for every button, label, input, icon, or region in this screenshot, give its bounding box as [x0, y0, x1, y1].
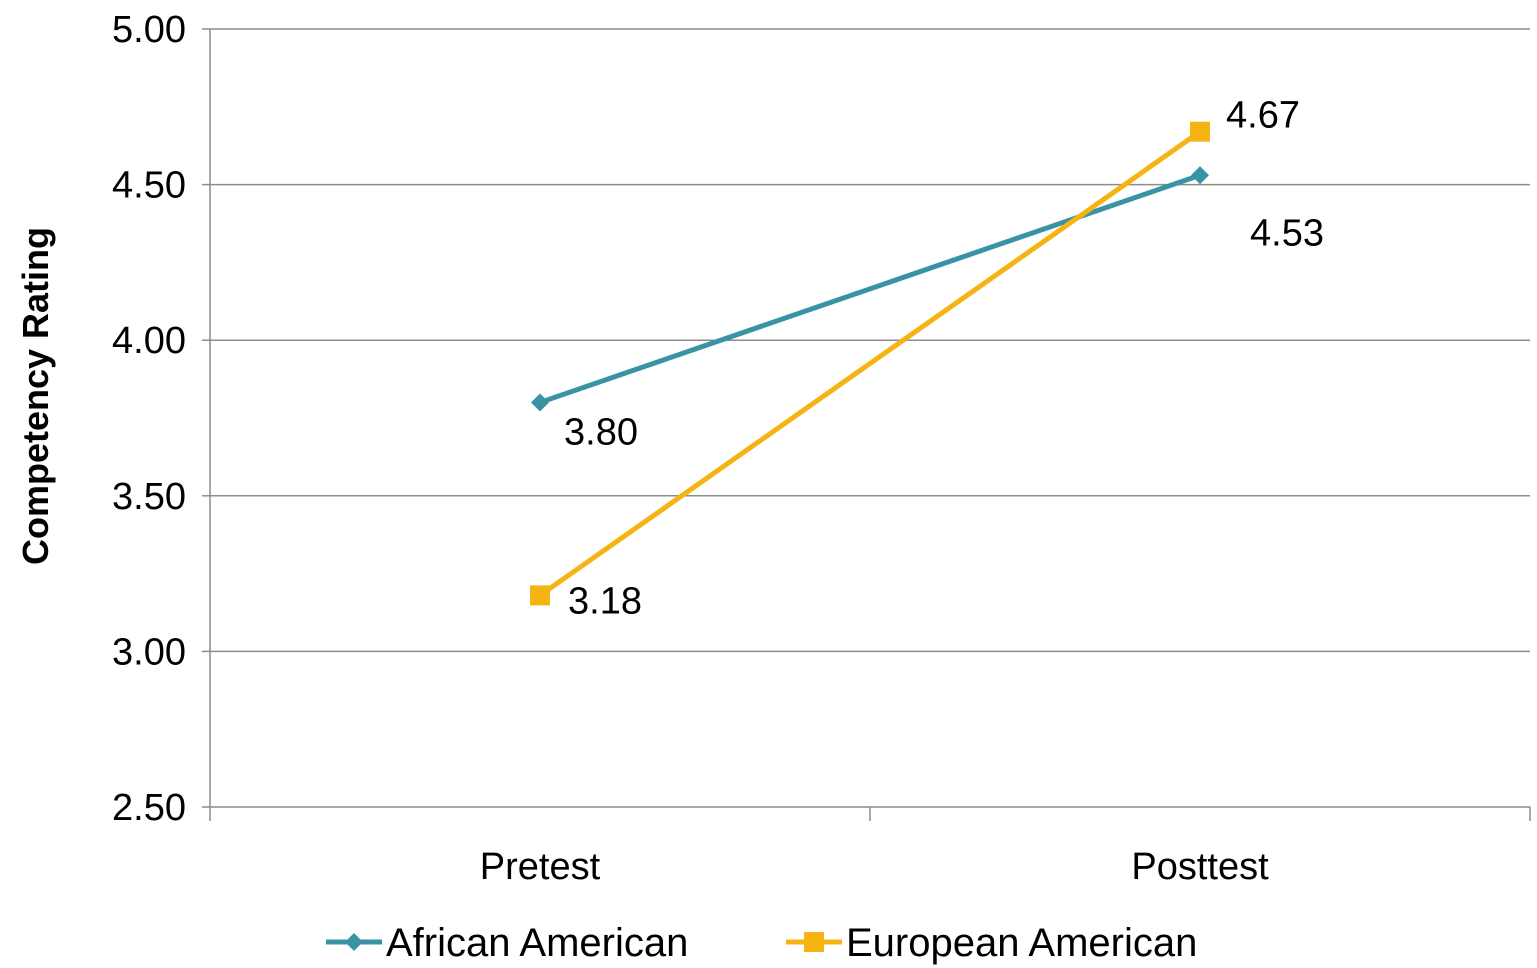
data-label: 4.53 — [1250, 212, 1324, 254]
series-line-0 — [539, 172, 1201, 405]
y-tick-label: 5.00 — [112, 9, 186, 51]
axes — [202, 28, 1531, 821]
x-tick-label: Posttest — [1131, 846, 1269, 888]
series-line-1 — [538, 129, 1202, 598]
y-tick-label: 3.00 — [112, 631, 186, 673]
y-tick-label: 2.50 — [112, 787, 186, 829]
legend-swatch-marker — [345, 933, 363, 951]
y-tick-label: 4.50 — [112, 165, 186, 207]
data-point-marker — [1191, 166, 1209, 185]
legend-label: African American — [386, 921, 688, 965]
data-point-marker — [1190, 121, 1210, 142]
y-axis-title: Competency Rating — [15, 227, 56, 565]
data-labels: 3.80 4.53 3.18 4.67 — [564, 95, 1324, 623]
y-tick-label: 3.50 — [112, 476, 186, 518]
data-point-marker — [531, 393, 549, 412]
x-tick-labels: Pretest Posttest — [480, 846, 1269, 888]
data-label: 4.67 — [1226, 95, 1300, 137]
legend: African American European American — [326, 921, 1197, 965]
series-lines — [530, 121, 1210, 606]
gridlines — [210, 28, 1530, 653]
y-tick-labels: 2.50 3.00 3.50 4.00 4.50 5.00 — [112, 9, 186, 829]
y-tick-label: 4.00 — [112, 320, 186, 362]
data-point-marker — [530, 585, 550, 606]
legend-label: European American — [846, 921, 1197, 965]
data-label: 3.18 — [568, 580, 642, 622]
legend-swatch-marker — [804, 932, 824, 952]
data-label: 3.80 — [564, 411, 638, 453]
x-tick-label: Pretest — [480, 846, 601, 888]
